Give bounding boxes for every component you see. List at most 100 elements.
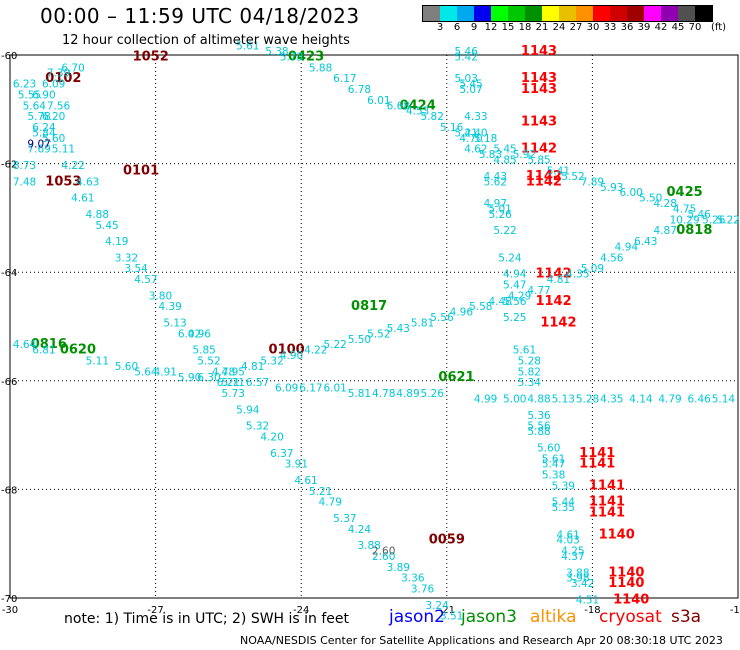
x-tick-label: -18 [584,605,600,616]
color-scale-label: 9 [470,22,478,33]
wave-height-label: 5.00 [503,394,526,406]
wave-height-label: 5.52 [367,328,390,340]
wave-height-label: 3.32 [115,252,138,264]
wave-height-label: 5.13 [163,318,186,330]
time-label-s3a: 0102 [45,71,81,86]
wave-height-label: 5.16 [440,122,464,134]
color-swatch [491,6,508,21]
wave-height-label: 3.89 [387,562,410,574]
wave-height-label: 5.73 [222,388,245,400]
color-swatch [440,6,457,21]
color-scale-label: 36 [620,22,634,33]
color-swatch [508,6,525,21]
time-label-s3a: 0101 [123,163,159,178]
wave-height-label: 3.36 [401,573,425,585]
x-tick-label: -24 [293,605,309,616]
wave-height-label: 3.76 [411,584,435,596]
wave-height-label: 4.28 [654,198,677,210]
wave-height-label: 4.79 [658,394,681,406]
color-scale-label: 15 [501,22,515,33]
wave-height-label: 4.95 [222,366,245,378]
wave-height-label: 5.35 [552,502,575,514]
wave-height-label: 4.94 [503,269,527,281]
wave-height-label: 6.00 [620,187,643,199]
wave-height-label: 5.38 [265,46,288,58]
wave-height-label: 5.46 [687,209,711,221]
color-swatch [559,6,576,21]
color-scale-label: 30 [586,22,600,33]
wave-height-label: 3.42 [571,578,594,590]
time-label-jason3: 0424 [400,98,436,113]
wave-height-label: 4.48 [488,296,511,308]
time-label-cryosat: 1143 [521,71,557,86]
x-tick-label: -21 [439,605,455,616]
wave-height-label: 5.21 [455,127,478,139]
wave-height-label: 5.47 [503,279,526,291]
wave-height-label: 5.52 [561,171,584,183]
wave-height-label: 5.56 [503,296,527,308]
color-swatch [457,6,474,21]
wave-height-label: 5.94 [236,404,260,416]
wave-height-label: 5.50 [639,193,662,205]
wave-height-label: 5.41 [547,165,570,177]
wave-height-label: 9.07 [27,138,50,150]
wave-height-label: 5.88 [527,426,550,438]
wave-height-label: 5.44 [552,497,576,509]
wave-height-label: 5.11 [86,356,109,368]
wave-height-label: 4.87 [654,225,677,237]
wave-height-label: 5.90 [178,372,201,384]
time-label-cryosat: 1141 [579,446,615,461]
y-tick-label: -68 [1,485,17,496]
wave-height-label: 5.60 [115,361,138,373]
wave-height-label: 5.14 [712,394,736,406]
wave-height-label: 4.70 [459,133,482,145]
wave-height-label: 4.53 [406,106,429,118]
wave-height-label: 4.81 [241,361,264,373]
wave-height-label: 5.81 [348,388,371,400]
color-scale-label: 39 [637,22,651,33]
color-swatch [576,6,593,21]
wave-height-label: 5.21 [309,486,332,498]
wave-height-label: 6.09 [42,79,65,91]
wave-height-label: 5.56 [527,421,551,433]
color-scale-bar [422,5,713,22]
wave-height-label: 4.43 [484,171,507,183]
wave-height-label: 4.89 [396,388,419,400]
wave-height-label: 4.96 [188,328,212,340]
wave-height-label: 5.25 [503,312,526,324]
wave-height-label: 6.37 [270,448,293,460]
x-tick-label: -27 [147,605,163,616]
wave-height-label: 4.33 [464,111,487,123]
color-scale-label: 27 [569,22,583,33]
wave-height-label: 5.32 [246,421,269,433]
wave-height-label: 5.56 [430,312,454,324]
wave-height-label: 6.02 [178,328,201,340]
wave-height-label: 5.28 [518,356,541,368]
color-swatch [525,6,542,21]
time-label-jason3: 0818 [676,223,712,238]
credit-line: NOAA/NESDIS Center for Satellite Applica… [240,634,723,647]
wave-height-label: 4.88 [527,394,550,406]
wave-height-label: 6.09 [275,383,298,395]
y-tick-label: -70 [1,594,17,605]
wave-height-label: 5.13 [552,394,575,406]
time-label-s3a: 0059 [429,533,465,548]
time-label-s3a: 1053 [45,174,81,189]
color-swatch [678,6,695,21]
wave-height-label: 5.61 [542,453,565,465]
legend-item-altika: altika [530,607,577,627]
legend-item-cryosat: cryosat [599,607,662,627]
wave-height-label: 6.01 [323,383,346,395]
wave-height-label: 6.68 [387,100,410,112]
wave-height-label: 4.19 [105,236,128,248]
time-label-cryosat: 1140 [608,565,644,580]
wave-height-label: 4.61 [294,475,317,487]
wave-height-label: 4.20 [260,432,283,444]
chart-title: 00:00 – 11:59 UTC 04/18/2023 [40,4,360,28]
time-label-cryosat: 1142 [526,169,562,184]
time-label-s3a: 0100 [269,343,305,358]
wave-height-label: 6.01 [367,95,390,107]
time-label-cryosat: 1141 [589,478,625,493]
time-label-s3a: 1052 [133,49,169,64]
